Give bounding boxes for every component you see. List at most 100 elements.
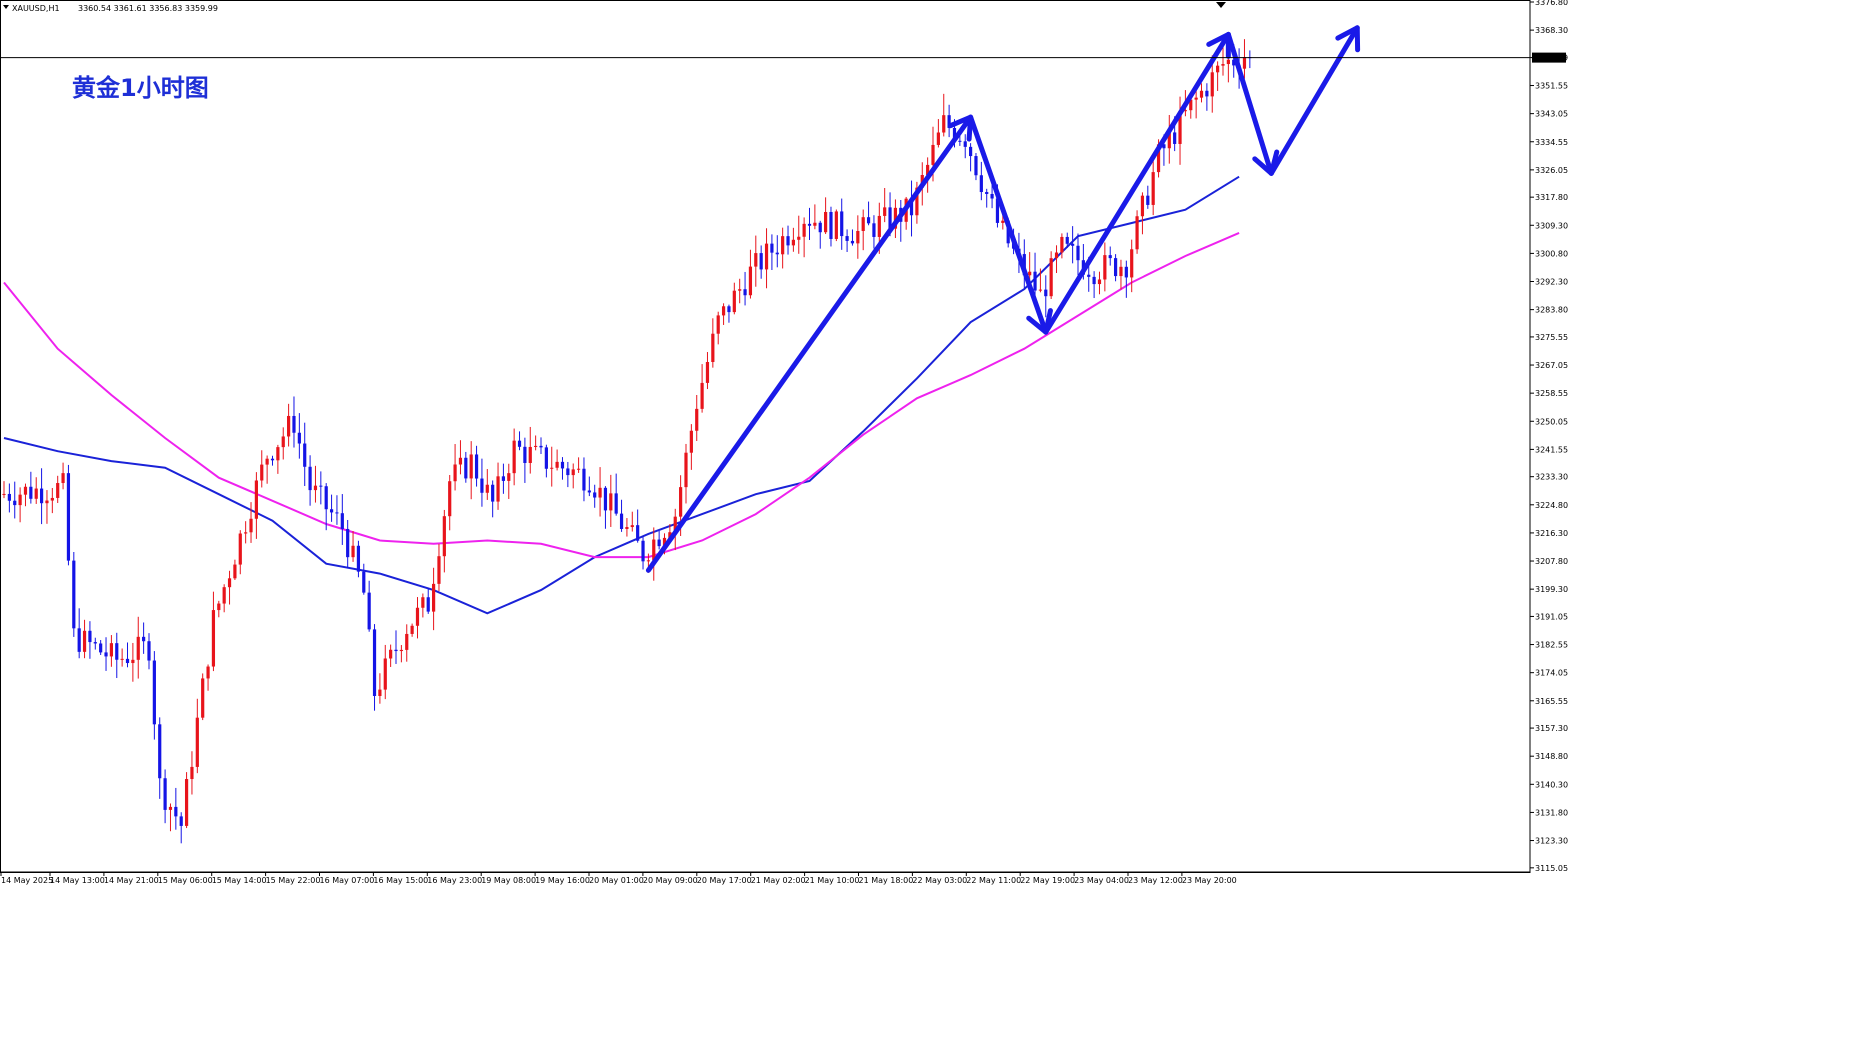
candle-body [265,458,269,465]
candle-body [727,306,731,313]
candle [501,463,506,494]
candle-body [818,222,822,233]
candle [362,563,366,595]
candle [560,457,565,480]
candle-body [797,236,801,240]
candle [1119,259,1123,290]
candle [1038,268,1043,293]
candle [72,551,76,637]
candle [834,209,838,242]
candle [1060,233,1064,259]
candle-body [29,486,33,499]
candle-body [700,382,704,409]
candle-body [120,658,124,660]
time-tick-label: 14 May 13:00 [50,876,105,885]
candle [603,486,608,529]
candle [587,476,591,497]
candle-body [464,457,468,479]
candle-body [45,500,49,504]
candle [158,717,162,799]
price-tick-label: 3191.05 [1535,612,1568,621]
candle-body [840,211,844,237]
candle-body [888,207,892,229]
candle-body [442,516,446,557]
candle [942,93,946,137]
candle [1248,50,1252,69]
price-tick-label: 3157.30 [1535,724,1568,733]
candle [168,803,173,832]
candle [619,499,624,532]
candle-body [695,408,699,431]
current-price-box [1532,52,1566,63]
candle-body [754,253,758,267]
candle-body [662,537,667,547]
candle [378,673,382,704]
candle-body [1167,132,1171,149]
candle-body [346,528,350,558]
candle [227,570,232,605]
time-tick-label: 23 May 04:00 [1074,876,1129,885]
trend-arrow [1043,31,1231,335]
price-tick-label: 3368.30 [1535,26,1568,35]
price-tick-label: 3174.05 [1535,669,1568,678]
candle-body [270,458,275,461]
candle [249,502,253,543]
candle-body [824,211,828,233]
candle [947,104,951,138]
candle [1242,39,1247,79]
candle-body [507,473,511,481]
candle-body [539,445,543,448]
candle-body [625,527,629,529]
candle [109,635,113,667]
plot-frame [0,0,1531,873]
candle-body [528,446,532,463]
ohlc-readout: 3360.54 3361.61 3356.83 3359.99 [78,4,218,13]
candle-body [942,115,946,133]
candle [469,441,473,500]
candle [1071,226,1075,264]
candle [544,444,548,478]
candle-body [555,461,559,468]
candle-body [1103,255,1107,280]
candle [883,187,887,223]
time-tick-label: 15 May 14:00 [212,876,267,885]
candle-body [211,610,216,667]
candle [163,769,167,824]
candle [383,644,387,700]
candle-body [1065,236,1069,244]
price-tick-label: 3131.80 [1535,808,1568,817]
dropdown-triangle-icon[interactable] [3,5,9,9]
candle [684,443,688,504]
candle [979,161,983,201]
candle [700,364,704,413]
candle-body [82,630,87,652]
candle-body [512,440,516,474]
candle [1194,89,1198,119]
candle [464,451,468,483]
candle-body [77,628,81,652]
shift-marker-icon[interactable] [1216,2,1226,8]
candle-body [1232,59,1236,66]
candle-body [856,230,860,244]
candle [657,530,661,550]
time-tick-label: 22 May 03:00 [912,876,967,885]
candle-body [244,532,248,534]
candle [866,201,871,226]
candle [458,440,463,475]
candle [56,475,60,503]
candle-body [131,659,135,664]
candle [840,198,844,250]
candle-body [1076,245,1080,261]
trend-arrows [645,25,1361,573]
price-tick-label: 3258.55 [1535,389,1568,398]
price-tick-label: 3250.05 [1535,417,1568,426]
candle-body [340,513,344,529]
candle [217,600,221,618]
candle [389,644,393,667]
candle [517,431,522,451]
candle-body [582,468,586,491]
candle [1146,185,1150,209]
price-tick-label: 3207.80 [1535,557,1568,566]
candle [1065,232,1069,248]
candle-body [668,532,672,538]
